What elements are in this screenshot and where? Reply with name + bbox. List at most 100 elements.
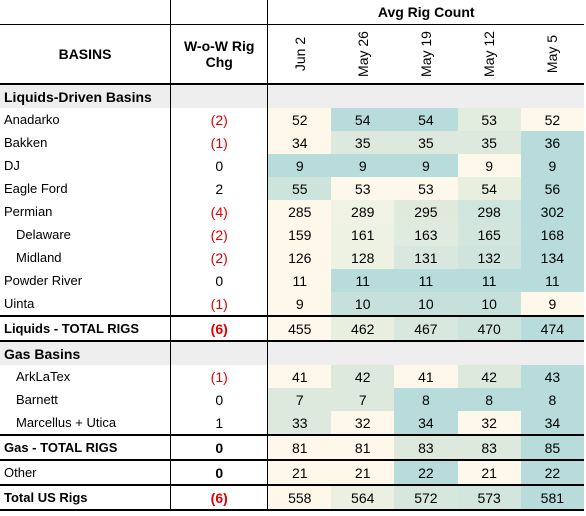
rig-count-cell: 53 xyxy=(331,177,395,200)
basin-name: Marcellus + Utica xyxy=(16,415,117,430)
rig-count-cell: 81 xyxy=(331,434,395,461)
rig-count-cell: 7 xyxy=(267,388,332,411)
rig-count-cell: 470 xyxy=(457,315,521,342)
rig-count-cell: 298 xyxy=(457,200,521,223)
wow-change: (2) xyxy=(170,108,269,131)
table-row: Uinta (1) 9 10 10 10 9 xyxy=(0,292,584,316)
rig-count-cell: 558 xyxy=(267,484,332,511)
total-row: Gas - TOTAL RIGS 0 81 81 83 83 85 xyxy=(0,434,584,461)
table-row: Anadarko (2) 52 54 54 53 52 xyxy=(0,108,584,131)
rig-count-cell: 474 xyxy=(520,315,584,342)
rig-count-cell: 10 xyxy=(331,292,395,316)
rig-count-cell: 85 xyxy=(520,434,584,461)
basin-name: Total US Rigs xyxy=(0,484,171,511)
rig-count-cell: 41 xyxy=(394,365,458,388)
rig-count-cell: 11 xyxy=(457,269,521,292)
rig-count-cell: 11 xyxy=(520,269,584,292)
rig-count-cell: 126 xyxy=(267,246,332,269)
wow-change: (1) xyxy=(170,365,269,388)
rig-count-cell: 55 xyxy=(267,177,332,200)
wow-change: 1 xyxy=(170,411,269,435)
rig-count-cell: 289 xyxy=(331,200,395,223)
rig-count-cell: 83 xyxy=(457,434,521,461)
table-row: Barnett 0 7 7 8 8 8 xyxy=(0,388,584,411)
rig-count-cell: 9 xyxy=(267,154,332,177)
basin-name: Permian xyxy=(4,204,53,219)
section-label: Gas Basins xyxy=(0,341,171,365)
rig-count-cell: 21 xyxy=(267,460,332,485)
table-row: ArkLaTex (1) 41 42 41 42 43 xyxy=(0,365,584,388)
basin-name: Bakken xyxy=(4,135,48,150)
wow-change: (1) xyxy=(170,131,269,154)
rig-count-cell: 11 xyxy=(394,269,458,292)
rig-count-cell: 302 xyxy=(520,200,584,223)
date-header: May 19 xyxy=(394,24,458,85)
rig-count-cell: 32 xyxy=(331,411,395,435)
rig-count-cell: 53 xyxy=(394,177,458,200)
rig-count-cell: 564 xyxy=(331,484,395,511)
header-main-row: BASINS W-o-W Rig Chg Jun 2 May 26 May 19… xyxy=(0,24,584,85)
rig-count-cell: 36 xyxy=(520,131,584,154)
table-row: Other 0 21 21 22 21 22 xyxy=(0,460,584,485)
basin-name: ArkLaTex xyxy=(16,369,71,384)
total-row: Total US Rigs (6) 558 564 572 573 581 xyxy=(0,484,584,511)
rig-count-cell: 33 xyxy=(267,411,332,435)
rig-count-cell: 52 xyxy=(520,108,584,131)
section-label: Liquids-Driven Basins xyxy=(0,84,171,108)
basin-name: Eagle Ford xyxy=(4,181,68,196)
table-body: Liquids-Driven Basins Anadarko (2) 52 54 54 53… xyxy=(0,84,584,511)
basin-name: Gas - TOTAL RIGS xyxy=(0,434,171,461)
rig-count-cell: 8 xyxy=(457,388,521,411)
wow-change: (4) xyxy=(170,200,269,223)
table-row: DJ 0 9 9 9 9 9 xyxy=(0,154,584,177)
wow-change: 0 xyxy=(170,460,269,485)
rig-count-cell: 34 xyxy=(267,131,332,154)
rig-count-cell: 159 xyxy=(267,223,332,246)
wow-change: 0 xyxy=(170,269,269,292)
rig-count-cell: 81 xyxy=(267,434,332,461)
rig-count-cell: 163 xyxy=(394,223,458,246)
table-row: Delaware (2) 159 161 163 165 168 xyxy=(0,223,584,246)
rig-count-cell: 11 xyxy=(267,269,332,292)
rig-count-cell: 9 xyxy=(457,154,521,177)
wow-header: W-o-W Rig Chg xyxy=(170,24,269,85)
rig-count-cell: 54 xyxy=(394,108,458,131)
rig-count-cell: 56 xyxy=(520,177,584,200)
rig-count-cell: 573 xyxy=(457,484,521,511)
table-row: Permian (4) 285 289 295 298 302 xyxy=(0,200,584,223)
rig-count-cell: 128 xyxy=(331,246,395,269)
rig-count-cell: 22 xyxy=(520,460,584,485)
rig-count-cell: 10 xyxy=(394,292,458,316)
date-header: May 12 xyxy=(457,24,521,85)
basin-name: Barnett xyxy=(16,392,58,407)
rig-count-cell: 9 xyxy=(520,154,584,177)
rig-count-cell: 42 xyxy=(331,365,395,388)
basin-name: Other xyxy=(4,465,37,480)
rig-count-cell: 35 xyxy=(331,131,395,154)
rig-count-cell: 467 xyxy=(394,315,458,342)
rig-count-cell: 43 xyxy=(520,365,584,388)
rig-count-cell: 21 xyxy=(457,460,521,485)
basin-name: Powder River xyxy=(4,273,83,288)
section-header-row: Liquids-Driven Basins xyxy=(0,84,584,108)
rig-count-cell: 134 xyxy=(520,246,584,269)
rig-count-cell: 35 xyxy=(457,131,521,154)
rig-count-cell: 52 xyxy=(267,108,332,131)
rig-count-cell: 32 xyxy=(457,411,521,435)
rig-count-cell: 131 xyxy=(394,246,458,269)
rig-count-cell: 34 xyxy=(394,411,458,435)
rig-count-cell: 10 xyxy=(457,292,521,316)
table-row: Eagle Ford 2 55 53 53 54 56 xyxy=(0,177,584,200)
rig-count-cell: 7 xyxy=(331,388,395,411)
rig-count-cell: 132 xyxy=(457,246,521,269)
table-row: Bakken (1) 34 35 35 35 36 xyxy=(0,131,584,154)
rig-count-cell: 9 xyxy=(331,154,395,177)
rig-count-cell: 22 xyxy=(394,460,458,485)
rig-count-cell: 54 xyxy=(331,108,395,131)
rig-count-cell: 21 xyxy=(331,460,395,485)
rig-count-cell: 581 xyxy=(520,484,584,511)
wow-change: 0 xyxy=(170,434,269,461)
rig-count-cell: 9 xyxy=(267,292,332,316)
rig-count-cell: 54 xyxy=(457,177,521,200)
